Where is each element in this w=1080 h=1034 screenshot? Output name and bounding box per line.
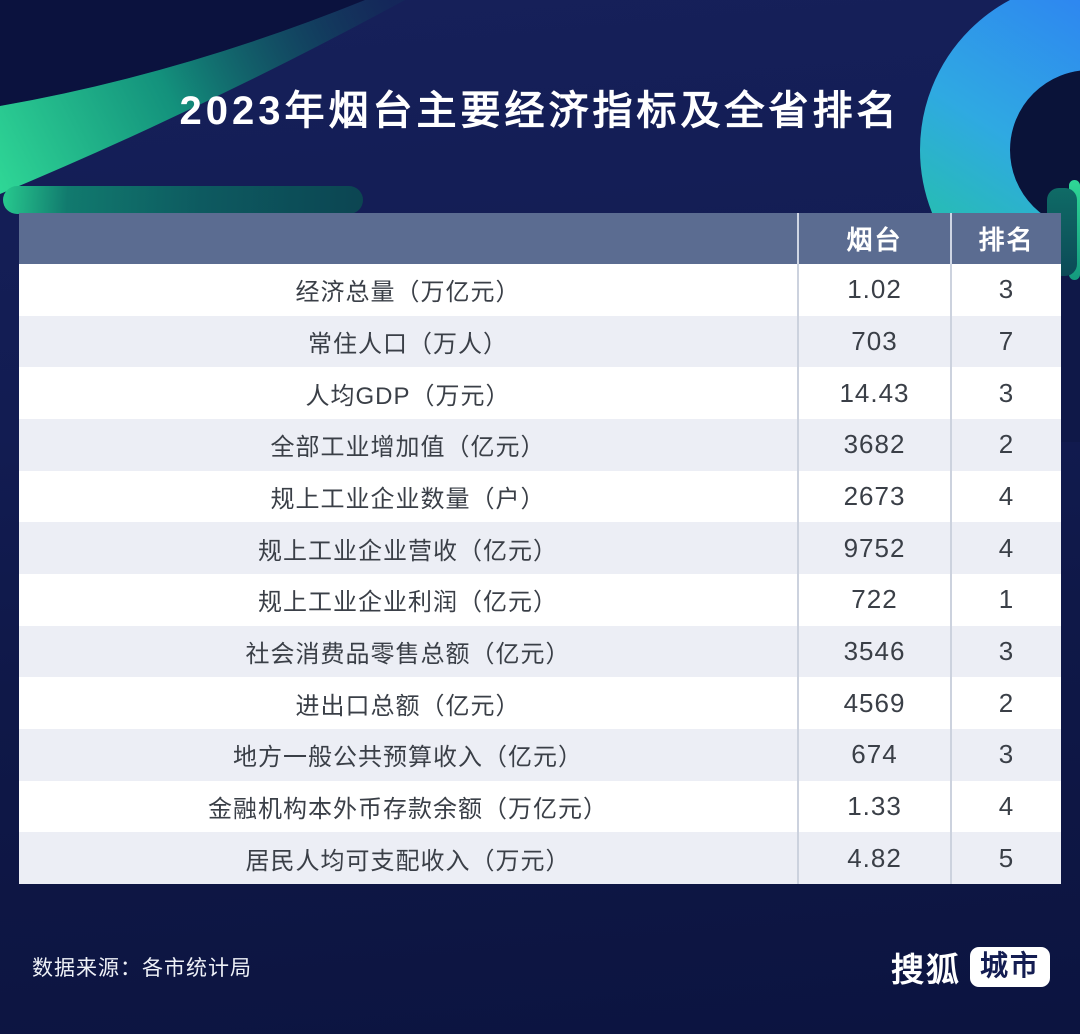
rank-cell: 2 (950, 677, 1061, 729)
value-cell: 14.43 (797, 367, 950, 419)
value-cell: 1.02 (797, 264, 950, 316)
rank-cell: 3 (950, 367, 1061, 419)
indicator-cell: 规上工业企业数量（户） (270, 485, 546, 513)
value-cell: 1.33 (797, 780, 950, 833)
rank-cell: 1 (950, 573, 1061, 626)
data-source-note: 数据来源：各市统计局 (32, 957, 252, 980)
table-row: 常住人口（万人） 703 7 (19, 315, 1061, 368)
rank-cell: 2 (950, 418, 1061, 471)
indicator-cell: 人均GDP（万元） (305, 382, 511, 410)
table-row: 规上工业企业利润（亿元） 722 1 (19, 573, 1061, 626)
indicator-cell: 常住人口（万人） (308, 330, 508, 358)
table-row: 经济总量（万亿元） 1.02 3 (19, 264, 1061, 316)
value-cell: 3546 (797, 625, 950, 678)
value-cell: 674 (797, 728, 950, 781)
table-row: 地方一般公共预算收入（亿元） 674 3 (19, 728, 1061, 781)
header-indicator (19, 213, 797, 264)
value-cell: 2673 (797, 470, 950, 523)
sohu-city-logo: 搜狐 城市 (891, 943, 1050, 991)
value-cell: 3682 (797, 418, 950, 471)
green-crescent-shape (0, 0, 405, 194)
value-cell: 703 (797, 315, 950, 368)
footer: 数据来源：各市统计局 搜狐 城市 (32, 940, 1050, 994)
ring-fade-cover (1060, 272, 1080, 442)
table-row: 居民人均可支配收入（万元） 4.82 5 (19, 832, 1061, 884)
indicator-cell: 全部工业增加值（亿元） (270, 434, 546, 462)
value-cell: 9752 (797, 522, 950, 574)
table-row: 规上工业企业数量（户） 2673 4 (19, 470, 1061, 523)
table-row: 进出口总额（亿元） 4569 2 (19, 677, 1061, 729)
sohu-logo-text: 搜狐 (890, 951, 961, 988)
table-header-row: 烟台 排名 (19, 213, 1061, 264)
table-row: 全部工业增加值（亿元） 3682 2 (19, 418, 1061, 471)
table-body: 经济总量（万亿元） 1.02 3 常住人口（万人） 703 7 人均GDP（万元） 14.43… (19, 264, 1061, 884)
rank-cell: 3 (950, 728, 1061, 781)
economic-indicators-table: 烟台 排名 经济总量（万亿元） 1.02 3 常住人口（万人） 703 7 人均GDP（万元… (19, 213, 1061, 884)
table-accent-card (3, 186, 363, 214)
rank-cell: 4 (950, 780, 1061, 833)
indicator-cell: 社会消费品零售总额（亿元） (245, 640, 571, 668)
indicator-cell: 规上工业企业利润（亿元） (258, 589, 558, 617)
indicator-cell: 地方一般公共预算收入（亿元） (233, 744, 583, 772)
table-row: 金融机构本外币存款余额（万亿元） 1.33 4 (19, 780, 1061, 833)
header-rank: 排名 (950, 213, 1061, 264)
indicator-cell: 经济总量（万亿元） (295, 279, 521, 307)
value-cell: 4.82 (797, 832, 950, 884)
indicator-cell: 进出口总额（亿元） (295, 692, 521, 720)
indicator-cell: 居民人均可支配收入（万元） (245, 847, 571, 875)
value-cell: 4569 (797, 677, 950, 729)
gradient-ring-shape (920, 0, 1080, 320)
page-title: 2023年烟台主要经济指标及全省排名 (179, 89, 901, 133)
indicator-cell: 金融机构本外币存款余额（万亿元） (208, 795, 608, 823)
table-row: 人均GDP（万元） 14.43 3 (19, 367, 1061, 419)
header-city-yantai: 烟台 (797, 213, 950, 264)
table-row: 社会消费品零售总额（亿元） 3546 3 (19, 625, 1061, 678)
city-badge: 城市 (969, 947, 1050, 987)
rank-cell: 3 (950, 264, 1061, 316)
rank-cell: 3 (950, 625, 1061, 678)
rank-cell: 4 (950, 522, 1061, 574)
rank-cell: 5 (950, 832, 1061, 884)
rank-cell: 7 (950, 315, 1061, 368)
rank-cell: 4 (950, 470, 1061, 523)
indicator-cell: 规上工业企业营收（亿元） (258, 537, 558, 565)
table-row: 规上工业企业营收（亿元） 9752 4 (19, 522, 1061, 574)
value-cell: 722 (797, 573, 950, 626)
corner-dark-circle-shape (0, 0, 365, 106)
